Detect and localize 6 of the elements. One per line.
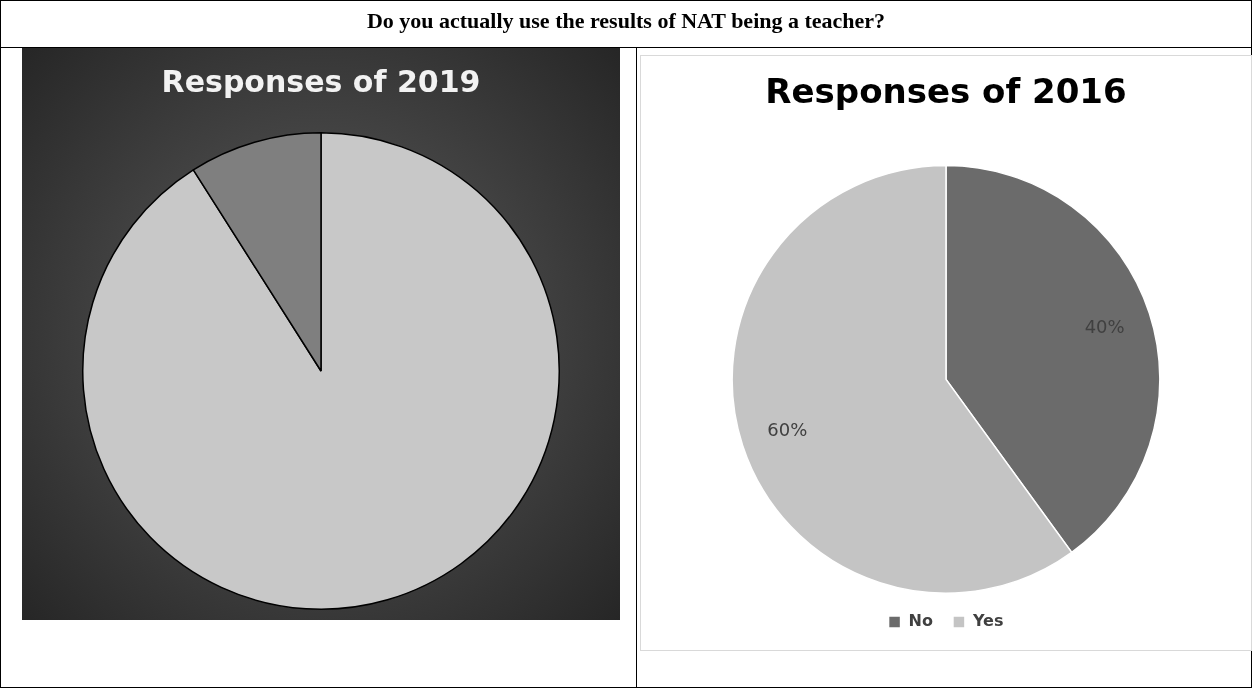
data-label: 60% (767, 418, 808, 440)
legend-label: No (908, 611, 933, 631)
legend-label: Yes (971, 611, 1004, 631)
chart-title: Responses of 2016 (765, 71, 1127, 112)
text: Do you actually use the results of NAT being a teacher? (0, 0, 1252, 48)
chart-title: Responses of 2019 (161, 63, 481, 99)
